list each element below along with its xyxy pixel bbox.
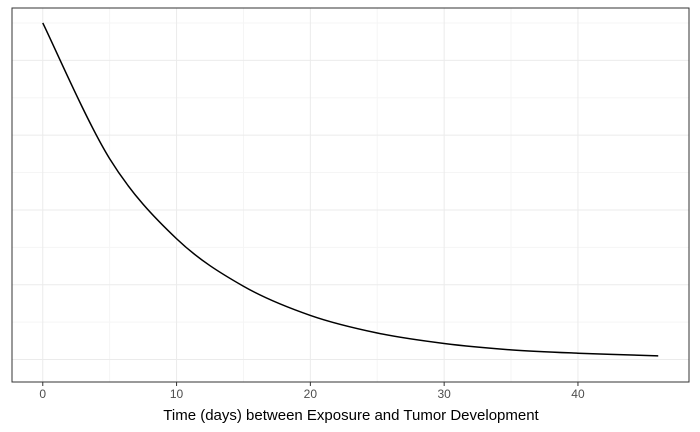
panel-border	[11, 7, 690, 383]
series-line	[42, 22, 659, 357]
x-axis-title: Time (days) between Exposure and Tumor D…	[163, 407, 539, 424]
series-layer	[42, 22, 659, 357]
x-tick-label: 30	[437, 387, 451, 401]
major-gridlines	[12, 8, 689, 382]
minor-gridlines	[12, 8, 689, 382]
x-tick-label: 40	[571, 387, 585, 401]
x-tick-label: 20	[304, 387, 318, 401]
x-tick-label: 10	[170, 387, 184, 401]
x-axis-ticks: 0 10 20 30 40	[39, 382, 585, 401]
x-tick-label: 0	[39, 387, 46, 401]
plot-panel	[12, 8, 689, 382]
